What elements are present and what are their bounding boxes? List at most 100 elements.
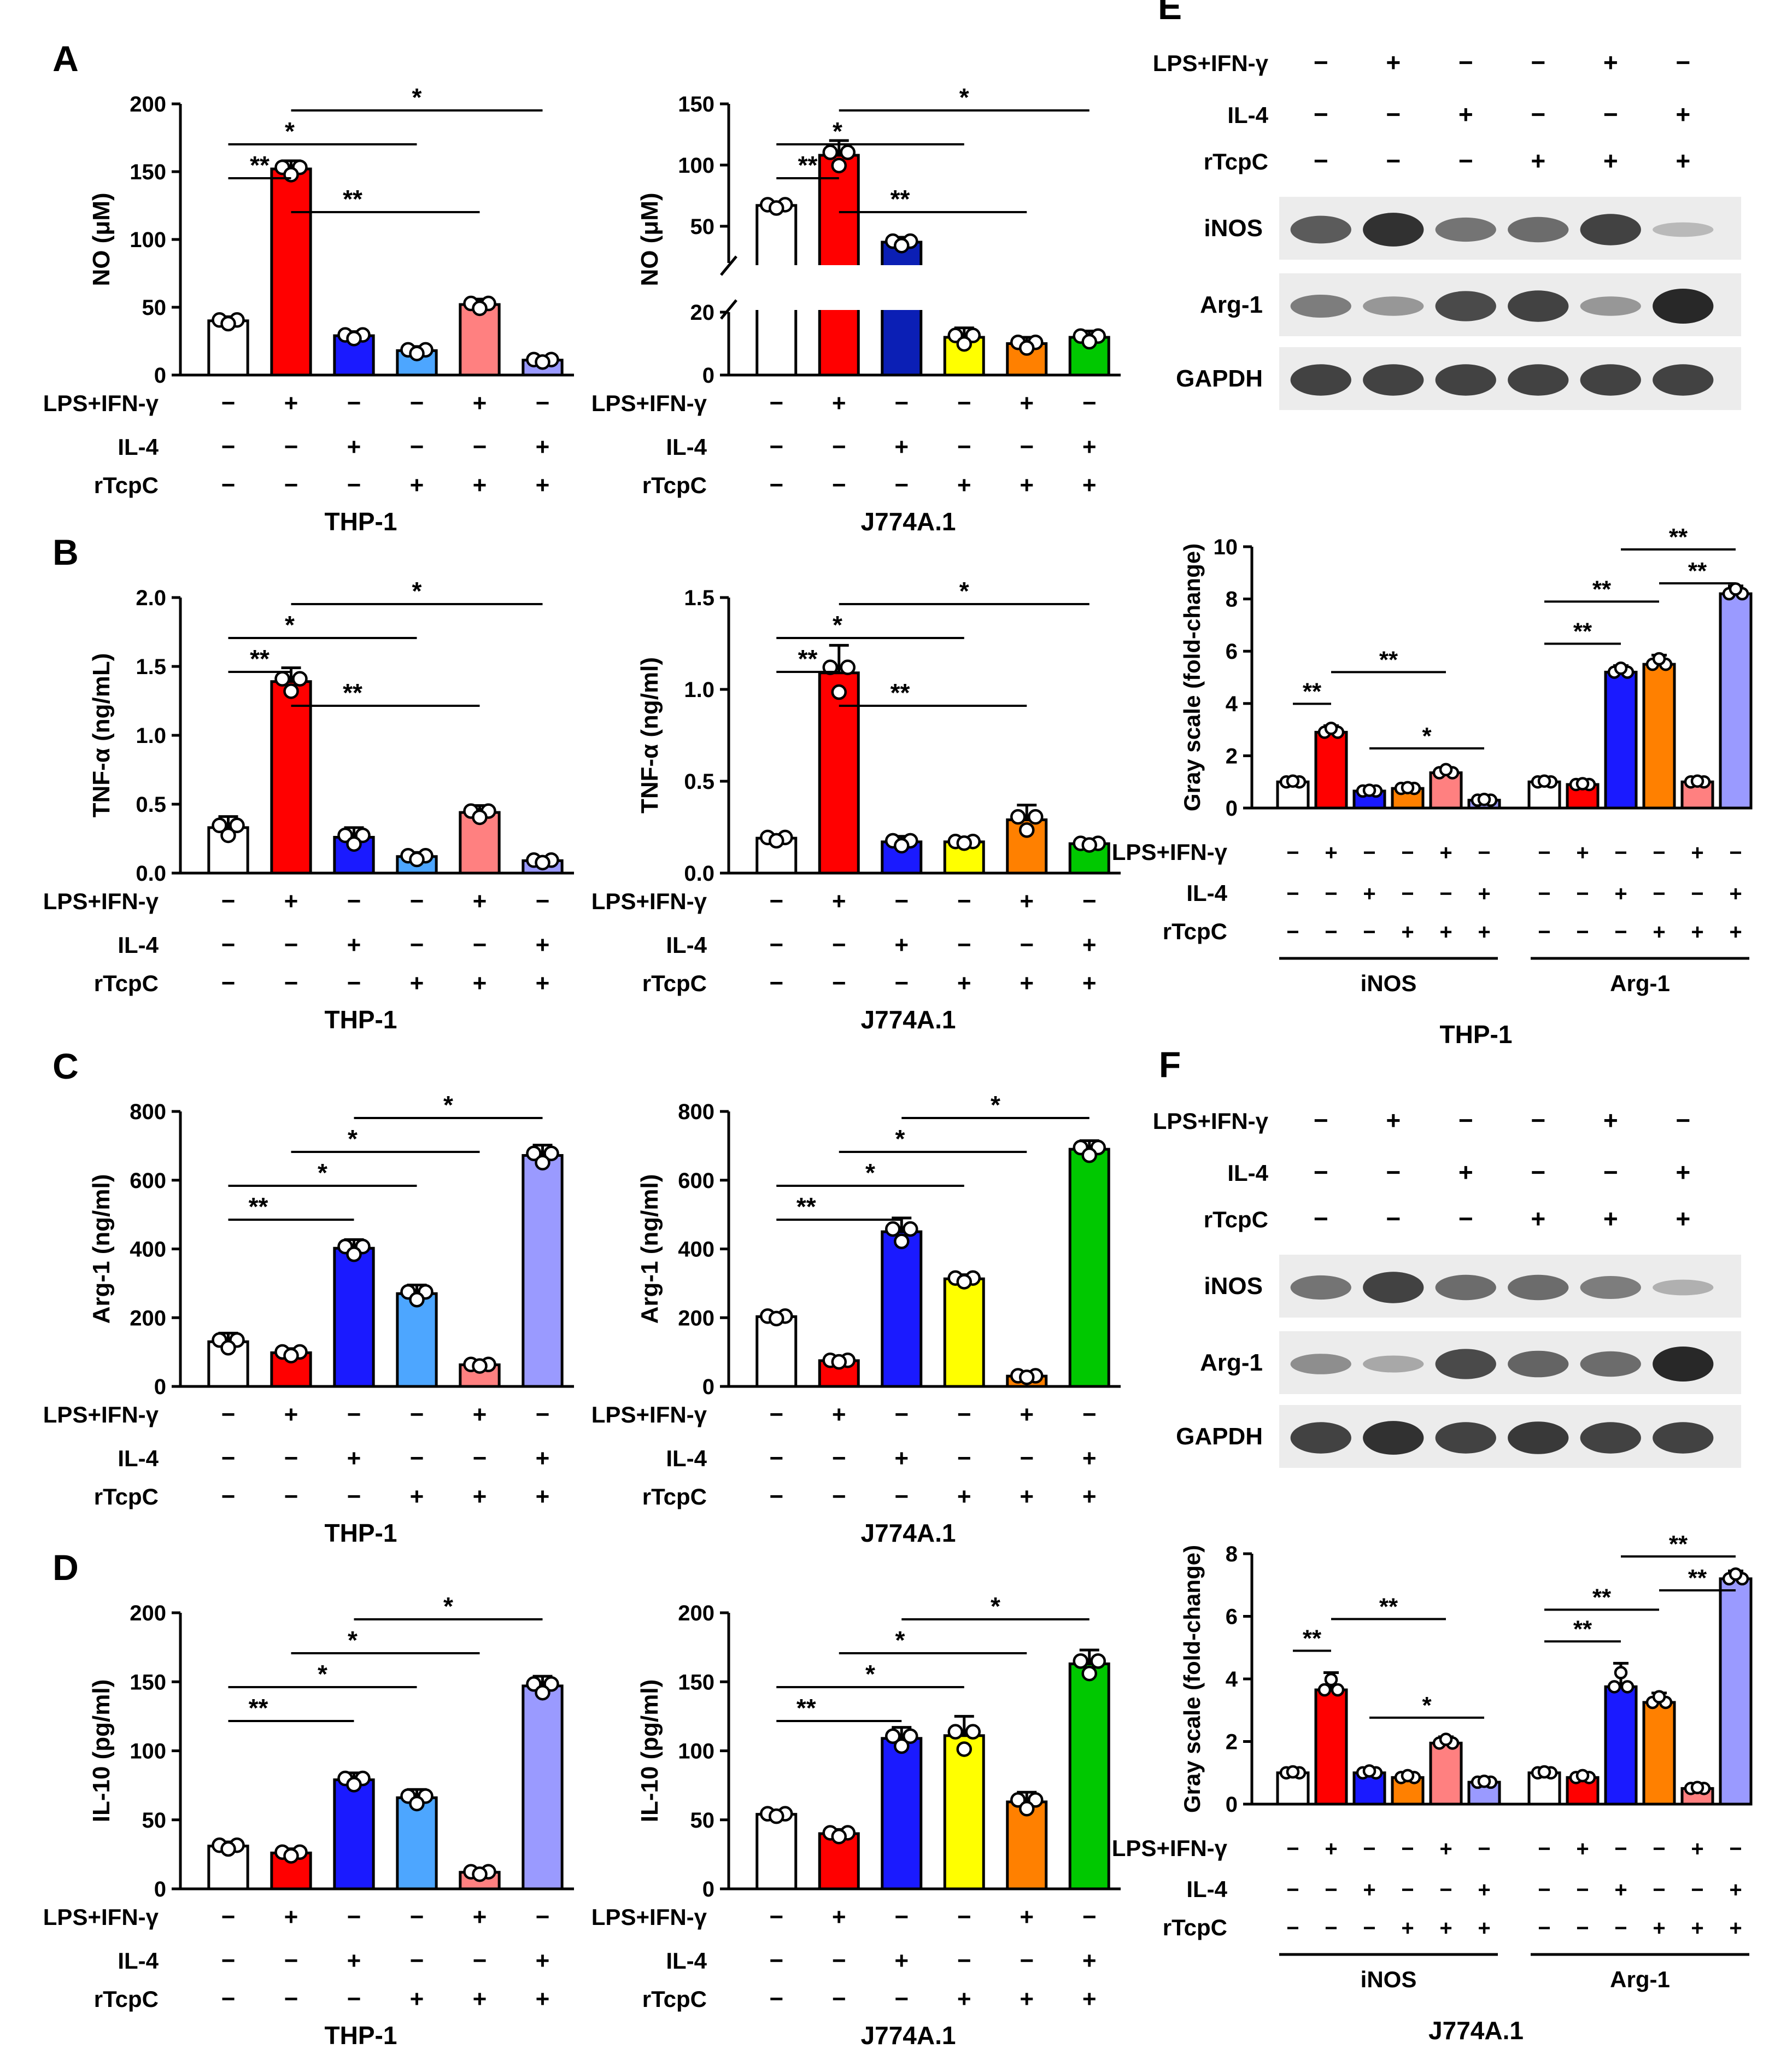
bar (396, 1292, 438, 1388)
data-point (1317, 1683, 1332, 1697)
y-tick-label: 400 (678, 1238, 714, 1262)
y-tick-label: 0 (1226, 1793, 1238, 1817)
significance-label: * (895, 1125, 905, 1153)
treatment-sign: − (769, 1904, 783, 1930)
treatment-sign: − (221, 472, 236, 499)
y-tick-label: 6 (1226, 1605, 1238, 1629)
data-point (956, 336, 972, 352)
significance-label: * (833, 117, 842, 145)
y-tick-label: 1.5 (136, 655, 166, 679)
treatment-sign: + (957, 472, 971, 499)
treatment-label-tcpc: rTcpC (94, 472, 159, 498)
data-point (1324, 1672, 1338, 1687)
blot-band (1580, 296, 1641, 316)
significance-label: ** (796, 1694, 816, 1722)
treatment-sign: + (1082, 932, 1097, 958)
treatment-sign: + (1653, 920, 1665, 944)
y-tick-label: 50 (690, 1808, 715, 1833)
significance-label: ** (249, 1192, 268, 1221)
significance-label: * (443, 1592, 453, 1620)
treatment-sign: + (1082, 1947, 1097, 1974)
treatment-sign: + (894, 1445, 909, 1472)
treatment-label-il4: IL-4 (1186, 880, 1227, 906)
treatment-sign: − (1614, 1837, 1627, 1861)
treatment-sign: + (1478, 1916, 1490, 1940)
treatment-sign: + (1020, 1401, 1034, 1428)
treatment-label-il4: IL-4 (118, 932, 159, 958)
treatment-sign: + (1603, 147, 1618, 175)
significance-label: * (285, 117, 295, 145)
treatment-sign: − (769, 932, 783, 958)
treatment-sign: − (1538, 841, 1550, 865)
treatment-sign: − (1082, 1904, 1097, 1930)
treatment-sign: + (832, 1904, 846, 1930)
treatment-sign: − (221, 390, 236, 417)
treatment-sign: − (1286, 841, 1299, 865)
treatment-sign: + (536, 1483, 550, 1510)
blot-band (1290, 215, 1351, 244)
treatment-sign: − (894, 970, 909, 997)
treatment-sign: − (832, 970, 846, 997)
treatment-sign: + (473, 1904, 487, 1930)
group-label: iNOS (1361, 970, 1417, 996)
treatment-sign: − (1676, 48, 1690, 77)
significance-label: ** (1688, 1565, 1707, 1591)
significance-label: * (1422, 723, 1432, 750)
data-point (1019, 340, 1035, 356)
treatment-sign: − (1401, 882, 1414, 906)
treatment-sign: + (894, 1947, 909, 1974)
treatment-label-il4: IL-4 (118, 1445, 159, 1471)
treatment-sign: − (1082, 390, 1097, 417)
axis-break-mark (720, 255, 737, 276)
blot-band (1290, 1354, 1351, 1374)
treatment-label-tcpc: rTcpC (642, 1484, 707, 1509)
panel-letter: D (52, 1547, 79, 1588)
data-point (1010, 809, 1026, 825)
data-point (274, 671, 290, 687)
y-tick-label: 200 (678, 1601, 714, 1625)
bar (522, 1154, 564, 1388)
treatment-sign: − (284, 1445, 298, 1472)
treatment-label-tcpc: rTcpC (1163, 918, 1227, 944)
treatment-sign: − (1653, 882, 1665, 906)
data-point (283, 1348, 299, 1363)
data-point (1286, 774, 1300, 788)
data-point (1690, 1781, 1704, 1794)
treatment-sign: − (536, 1904, 550, 1930)
treatment-sign: − (1538, 882, 1550, 906)
treatment-sign: + (1082, 1986, 1097, 2012)
treatment-sign: + (1082, 472, 1097, 499)
treatment-sign: + (1676, 1158, 1690, 1186)
bar (270, 167, 312, 377)
data-point (1081, 1665, 1097, 1682)
data-point (472, 1866, 488, 1882)
significance-label: ** (1379, 646, 1398, 673)
blot-row-label: Arg-1 (1200, 1349, 1263, 1376)
treatment-sign: + (1478, 882, 1490, 906)
y-tick-label: 8 (1226, 1542, 1238, 1566)
data-point (409, 346, 425, 361)
significance-label: ** (798, 151, 818, 179)
treatment-sign: − (221, 1904, 236, 1930)
treatment-label-il4: IL-4 (1227, 1160, 1268, 1186)
treatment-sign: − (347, 1401, 361, 1428)
treatment-sign: + (1691, 841, 1703, 865)
treatment-sign: + (1729, 920, 1742, 944)
significance-label: ** (1592, 576, 1612, 602)
treatment-sign: − (894, 1904, 909, 1930)
treatment-sign: − (221, 932, 236, 958)
treatment-sign: + (347, 932, 361, 958)
y-tick-label: 100 (130, 1740, 166, 1764)
significance-label: ** (1669, 524, 1688, 551)
treatment-sign: + (284, 390, 298, 417)
data-point (840, 659, 856, 675)
treatment-sign: + (1478, 1878, 1490, 1902)
treatment-sign: + (536, 472, 550, 499)
treatment-sign: − (894, 1986, 909, 2012)
data-point (956, 835, 972, 851)
y-axis-label: TNF-α (ng/ml) (636, 657, 663, 813)
treatment-label-il4: IL-4 (1186, 1876, 1227, 1902)
treatment-sign: + (536, 1947, 550, 1974)
